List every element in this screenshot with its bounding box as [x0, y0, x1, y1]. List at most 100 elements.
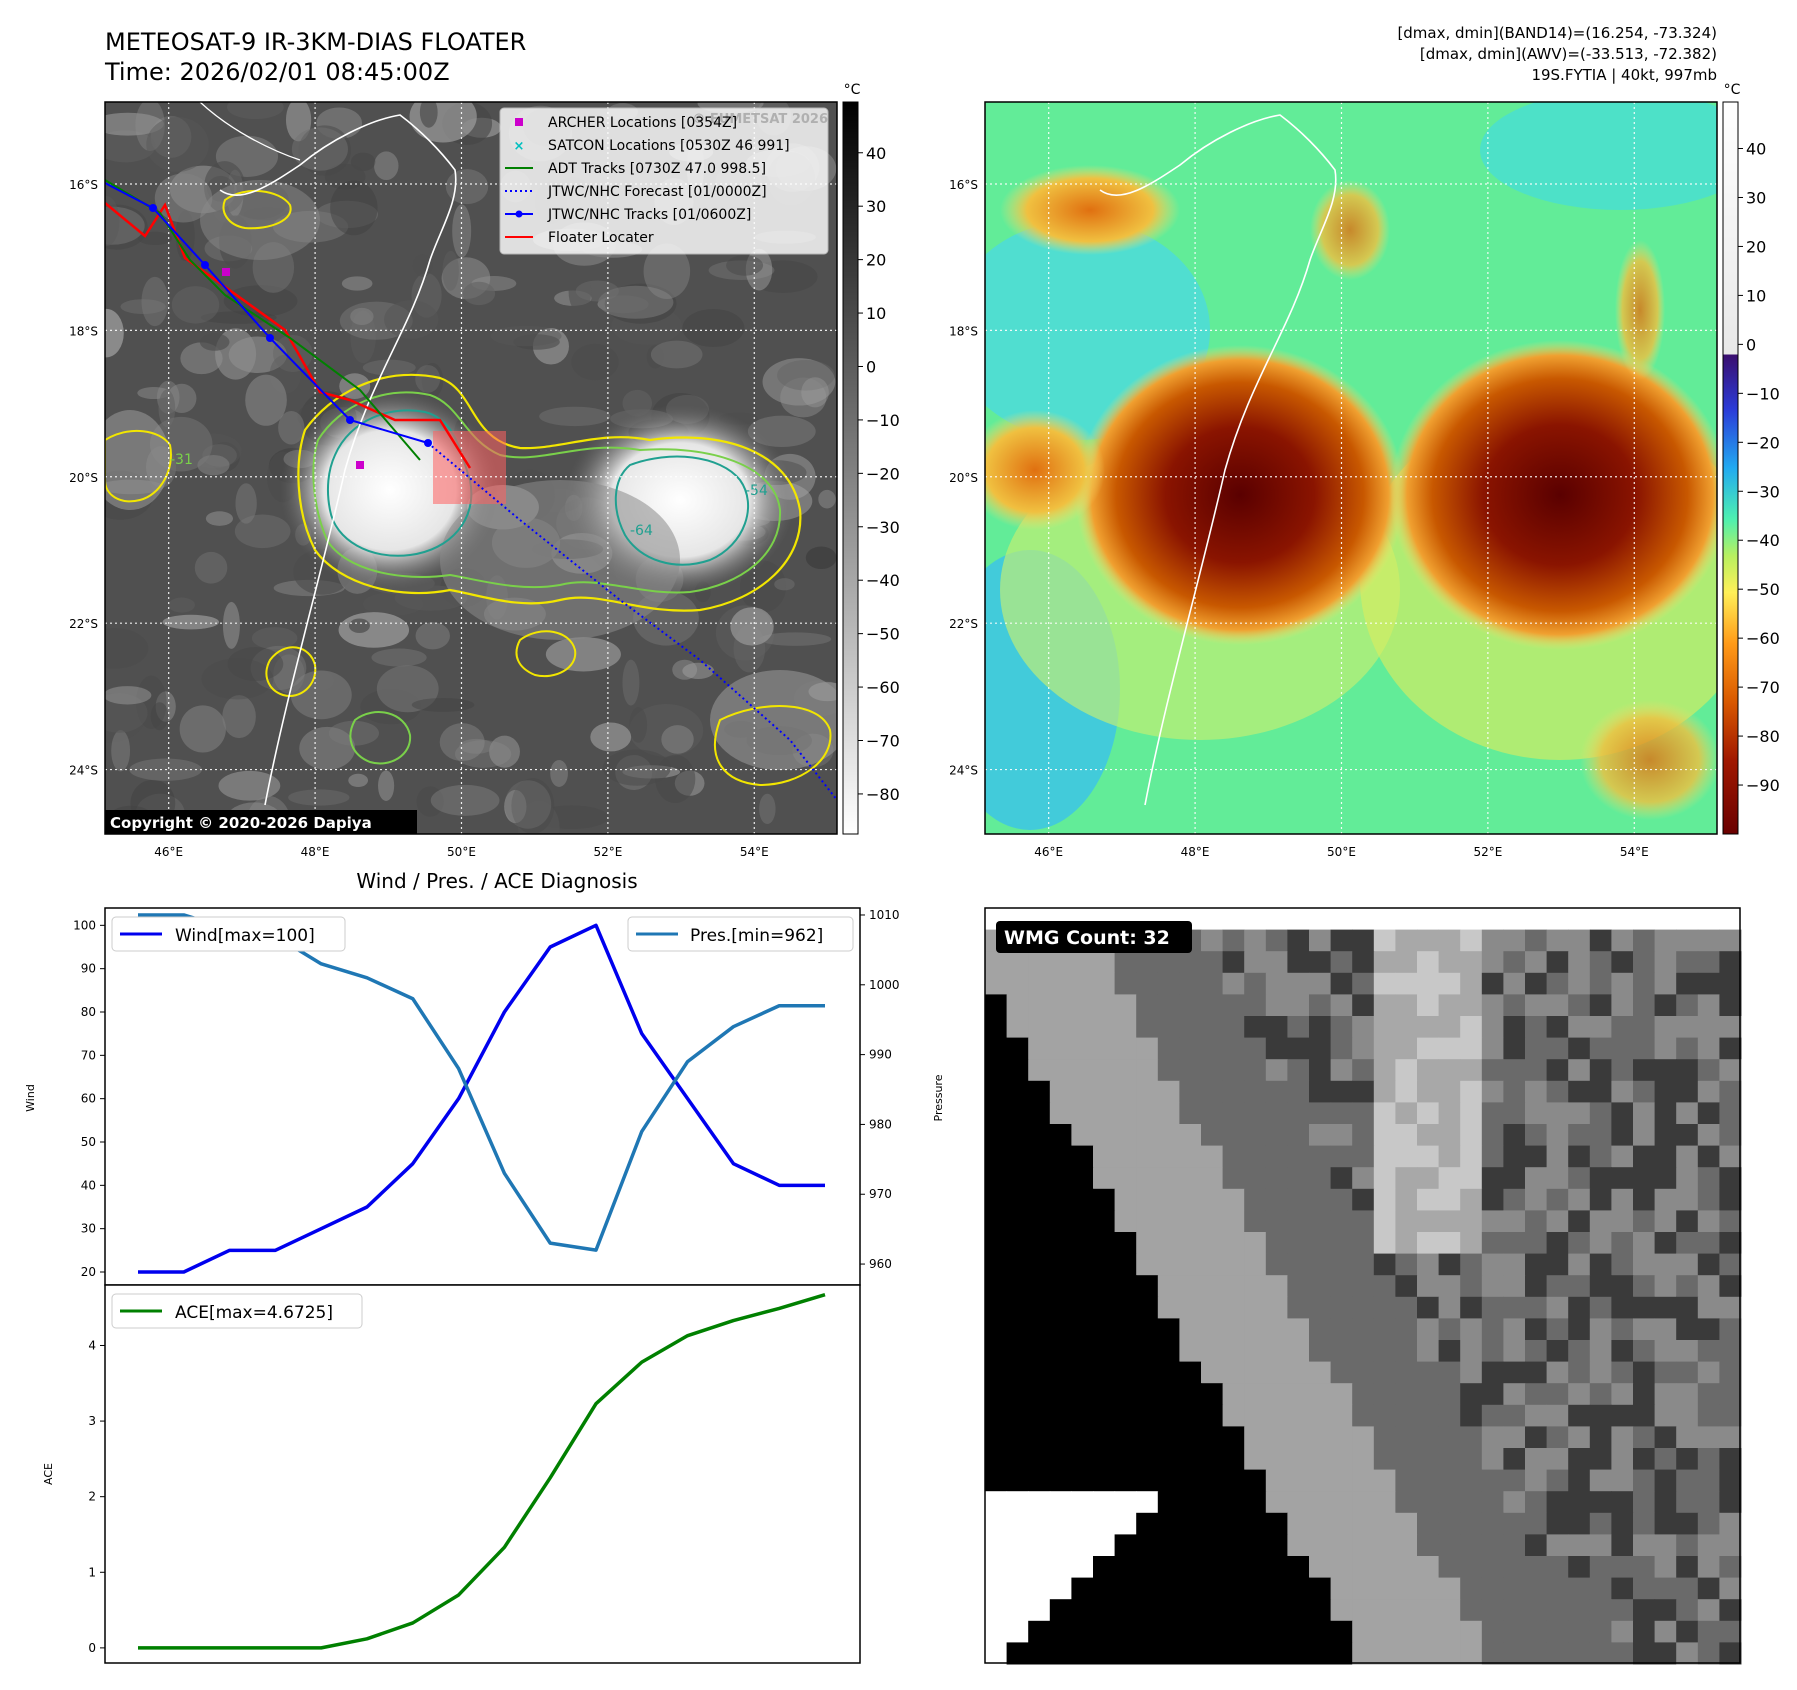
archer-point [222, 268, 230, 276]
ace-tick: 0 [88, 1641, 96, 1655]
wmg-count-label: WMG Count: 32 [1004, 927, 1170, 949]
ace-tick: 4 [88, 1338, 96, 1352]
legend-item: ARCHER Locations [0354Z] [515, 115, 737, 131]
color-map-lon-tick: 50°E [1327, 845, 1356, 859]
colorbar-gray-tick: −20 [866, 464, 900, 483]
colorbar-color-tick: 20 [1746, 237, 1766, 256]
wind-series-line [138, 923, 825, 1274]
legend-item: ADT Tracks [0730Z 47.0 998.5] [505, 161, 766, 177]
ir-map-lat-tick: 20°S [69, 471, 98, 485]
wind-tick: 30 [81, 1222, 96, 1236]
color-map-lon-tick: 54°E [1620, 845, 1649, 859]
ace-series-line [138, 1292, 826, 1650]
color-map-lat-tick: 18°S [949, 324, 978, 338]
contour-label-31: -31 [170, 452, 193, 468]
wind-tick: 40 [81, 1178, 96, 1192]
figure-time: Time: 2026/02/01 08:45:00Z [104, 58, 450, 86]
ir-map-lon-tick: 48°E [301, 845, 330, 859]
jtwc-best-track [105, 182, 429, 444]
colorbar-color-tick: −70 [1746, 678, 1780, 697]
legend-label: ADT Tracks [0730Z 47.0 998.5] [548, 161, 766, 177]
color-map-lat-tick: 24°S [949, 764, 978, 778]
pressure-tick: 960 [869, 1257, 892, 1271]
colorbar-color-unit: °C [1724, 82, 1741, 98]
colorbar-color-tick: −10 [1746, 384, 1780, 403]
contour-yellow [297, 373, 802, 612]
legend-item: × SATCON Locations [0530Z 46 991] [514, 138, 790, 154]
colorbar-gray-tick: −40 [866, 571, 900, 590]
coastline [1099, 114, 1337, 806]
color-map-lon-tick: 52°E [1473, 845, 1502, 859]
contour-green [312, 391, 782, 594]
ir-color-map [985, 102, 1717, 834]
legend-label: JTWC/NHC Tracks [01/0600Z] [547, 207, 751, 223]
svg-text:×: × [514, 139, 525, 154]
wind-tick: 100 [73, 918, 96, 932]
pressure-tick: 990 [869, 1048, 892, 1062]
ir-map-lat-tick: 16°S [69, 178, 98, 192]
wind-tick: 70 [81, 1048, 96, 1062]
wind-tick: 80 [81, 1005, 96, 1019]
colorbar-color-tick: −90 [1746, 776, 1780, 795]
colorbar-color: °C 40 30 20 10 0 −10 −20 −30 −40 −50 −60 −70 −80 −90 [1722, 82, 1780, 835]
colorbar-color-tick: 10 [1746, 286, 1766, 305]
ace-axis-label: ACE [42, 1463, 55, 1485]
wind-tick: 50 [81, 1135, 96, 1149]
colorbar-gray-tick: −70 [866, 731, 900, 750]
colorbar-color-tick: −80 [1746, 727, 1780, 746]
info-awv: [dmax, dmin](AWV)=(-33.513, -72.382) [1420, 45, 1717, 63]
map-legend: © EUMETSAT 2026 ARCHER Locations [0354Z]… [499, 107, 829, 255]
ace-legend-label: ACE[max=4.6725] [175, 1303, 333, 1323]
legend-item: Floater Locater [505, 230, 654, 246]
info-band14: [dmax, dmin](BAND14)=(16.254, -73.324) [1397, 24, 1717, 42]
diagnosis-title: Wind / Pres. / ACE Diagnosis [356, 869, 637, 893]
copyright-label: Copyright © 2020-2026 Dapiya [110, 814, 372, 832]
archer-point [356, 461, 364, 469]
wind-tick: 60 [81, 1092, 96, 1106]
colorbar-color-tick: 40 [1746, 140, 1766, 159]
color-map-lat-tick: 16°S [949, 178, 978, 192]
legend-item: JTWC/NHC Forecast [01/0000Z] [505, 184, 767, 200]
colorbar-gray-tick: 10 [866, 304, 886, 323]
pressure-tick: 970 [869, 1187, 892, 1201]
figure-title: METEOSAT-9 IR-3KM-DIAS FLOATER [105, 28, 526, 56]
info-storm: 19S.FYTIA | 40kt, 997mb [1531, 66, 1717, 84]
colorbar-color-tick: 30 [1746, 188, 1766, 207]
colorbar-gray-tick: 40 [866, 144, 886, 163]
colorbar-gray-tick: −80 [866, 785, 900, 804]
ace-tick: 2 [88, 1490, 96, 1504]
colorbar-gray: °C 40 30 20 10 0 −10 −20 −30 −40 −50 −60 −70 −80 [842, 82, 900, 835]
wmg-panel: WMG Count: 32 [984, 907, 1742, 1665]
pressure-axis-label: Pressure [932, 1074, 945, 1121]
eumetsat-watermark: © EUMETSAT 2026 [692, 112, 828, 127]
contour-label-54: -54 [745, 483, 768, 499]
ir-map-lon-tick: 52°E [593, 845, 622, 859]
wind-legend: Wind[max=100] [111, 916, 346, 952]
colorbar-color-tick: −50 [1746, 580, 1780, 599]
colorbar-gray-tick: 20 [866, 251, 886, 270]
color-map-lon-tick: 46°E [1034, 845, 1063, 859]
colorbar-gray-tick: −60 [866, 678, 900, 697]
colorbar-color-tick: 0 [1746, 335, 1756, 354]
pressure-legend: Pres.[min=962] [627, 916, 854, 952]
color-map-lat-tick: 22°S [949, 617, 978, 631]
ir-map-lon-tick: 54°E [740, 845, 769, 859]
ace-tick: 3 [88, 1414, 96, 1428]
colorbar-gray-tick: −10 [866, 411, 900, 430]
ir-map-lat-tick: 18°S [69, 324, 98, 338]
color-map-lat-tick: 20°S [949, 471, 978, 485]
colorbar-color-tick: −20 [1746, 433, 1780, 452]
colorbar-gray-tick: 30 [866, 197, 886, 216]
legend-label: ARCHER Locations [0354Z] [548, 115, 737, 131]
jtwc-forecast-track [427, 442, 837, 801]
pressure-tick: 1010 [869, 908, 900, 922]
colorbar-color-tick: −60 [1746, 629, 1780, 648]
floater-locater-track [105, 202, 472, 469]
legend-item: JTWC/NHC Tracks [01/0600Z] [505, 207, 751, 223]
colorbar-gray-tick: −30 [866, 518, 900, 537]
ir-map-lon-tick: 46°E [154, 845, 183, 859]
ir-map-lat-tick: 22°S [69, 617, 98, 631]
pressure-legend-label: Pres.[min=962] [690, 926, 823, 946]
colorbar-color-tick: −40 [1746, 531, 1780, 550]
